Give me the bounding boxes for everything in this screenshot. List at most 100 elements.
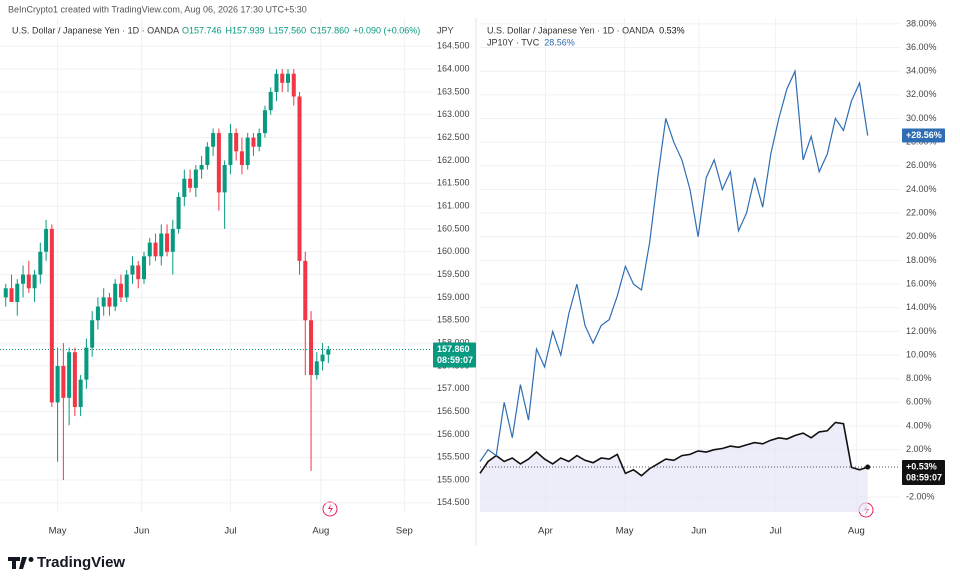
candle-body <box>141 256 147 280</box>
line <box>479 68 869 462</box>
legend-name: JP10Y · TVC <box>487 37 540 47</box>
y-tick-label: 162.000 <box>437 155 470 165</box>
candle-body <box>303 260 308 321</box>
y-tick-label: 161.000 <box>437 200 470 210</box>
x-tick-label: May <box>49 526 67 537</box>
chart-title: U.S. Dollar / Japanese Yen · 1D · OANDA <box>12 25 179 35</box>
x-tick-label: Aug <box>312 526 329 537</box>
candle-body <box>268 91 273 111</box>
legend-value: 0.53% <box>659 25 685 35</box>
candle-body <box>285 73 291 83</box>
change-legend: +0.090 (+0.06%) <box>353 25 420 35</box>
candle-body <box>95 306 100 321</box>
candle-body <box>211 133 216 147</box>
candle-body <box>159 233 164 257</box>
y-tick-label: 163.500 <box>437 86 470 96</box>
candle-body <box>199 165 204 170</box>
y-tick-label: 34.00% <box>906 66 937 76</box>
candle-body <box>257 133 262 147</box>
candle-body <box>314 361 319 376</box>
candle-body <box>251 137 256 147</box>
candle-body <box>291 73 296 97</box>
y-tick-label: 6.00% <box>906 397 932 407</box>
x-tick-label: Aug <box>848 526 865 537</box>
legend-name: U.S. Dollar / Japanese Yen · 1D · OANDA <box>487 25 654 35</box>
price-badge <box>433 342 476 368</box>
candle-body <box>84 347 89 380</box>
header: BeInCrypto1 created with TradingView.com… <box>8 4 307 14</box>
y-tick-label: 158.500 <box>437 315 470 325</box>
y-tick-label: 159.000 <box>437 292 470 302</box>
x-tick-label: Apr <box>538 526 553 537</box>
y-tick-label: -2.00% <box>906 491 935 501</box>
y-tick-label: 161.500 <box>437 178 470 188</box>
ohlc-legend: C157.860 <box>310 25 349 35</box>
axis-label: JPY <box>437 25 454 35</box>
y-tick-label: 12.00% <box>906 326 937 336</box>
candle-body <box>124 274 129 298</box>
candle-body <box>101 297 106 307</box>
candle-body <box>222 165 227 193</box>
y-tick-label: 16.00% <box>906 278 937 288</box>
candle-body <box>188 178 193 188</box>
candle-body <box>234 133 239 152</box>
ohlc-legend: L157.560 <box>269 25 307 35</box>
y-tick-label: 160.000 <box>437 246 470 256</box>
y-tick-label: 4.00% <box>906 420 932 430</box>
x-tick-label: Jul <box>770 526 782 537</box>
y-tick-label: 154.500 <box>437 497 470 507</box>
line <box>479 421 868 477</box>
candle-body <box>61 365 66 398</box>
y-tick-label: 164.500 <box>437 41 470 51</box>
x-tick-label: Jun <box>691 526 706 537</box>
y-tick-label: 30.00% <box>906 113 937 123</box>
legend-value: 28.56% <box>544 37 575 47</box>
y-tick-label: 156.500 <box>437 406 470 416</box>
y-tick-label: 155.000 <box>437 474 470 484</box>
candle-body <box>38 251 43 275</box>
y-tick-label: 164.000 <box>437 64 470 74</box>
price-badge-text: 157.860 <box>437 344 470 354</box>
candle-body <box>170 228 175 252</box>
y-tick-label: 36.00% <box>906 42 937 52</box>
candle-body <box>309 320 314 376</box>
y-tick-label: 163.000 <box>437 109 470 119</box>
x-tick-label: Jul <box>224 526 236 537</box>
candle-body <box>326 349 331 355</box>
y-tick-label: 2.00% <box>906 444 932 454</box>
y-tick-label: 32.00% <box>906 89 937 99</box>
candle-body <box>165 233 170 252</box>
candle-body <box>55 365 60 403</box>
candle-body <box>3 288 8 298</box>
candle-body <box>130 265 135 275</box>
candle-body <box>78 379 83 407</box>
footer-brand: TradingView <box>37 554 125 571</box>
candle-body <box>9 288 14 302</box>
candle-body <box>67 352 72 398</box>
y-tick-label: 160.500 <box>437 223 470 233</box>
ohlc-legend: H157.939 <box>226 25 265 35</box>
candle-body <box>280 73 285 83</box>
y-tick-label: 10.00% <box>906 349 937 359</box>
y-tick-label: 157.000 <box>437 383 470 393</box>
y-tick-label: 155.500 <box>437 452 470 462</box>
area <box>480 422 868 512</box>
y-tick-label: 159.500 <box>437 269 470 279</box>
candle-body <box>205 146 210 166</box>
price-badge <box>902 128 945 143</box>
candle-body <box>239 151 244 166</box>
candle-body <box>297 96 302 261</box>
x-tick-label: Sep <box>396 526 413 537</box>
candle-body <box>216 133 221 193</box>
candle-body <box>90 320 95 348</box>
candle-body <box>274 73 279 92</box>
price-badge-text: +28.56% <box>906 130 942 140</box>
y-tick-label: 38.00% <box>906 18 937 28</box>
last-point <box>865 464 871 470</box>
x-tick-label: May <box>616 526 634 537</box>
candle-body <box>107 297 112 307</box>
candle-body <box>32 274 37 289</box>
candle-body <box>72 352 77 407</box>
candle-body <box>21 274 26 284</box>
